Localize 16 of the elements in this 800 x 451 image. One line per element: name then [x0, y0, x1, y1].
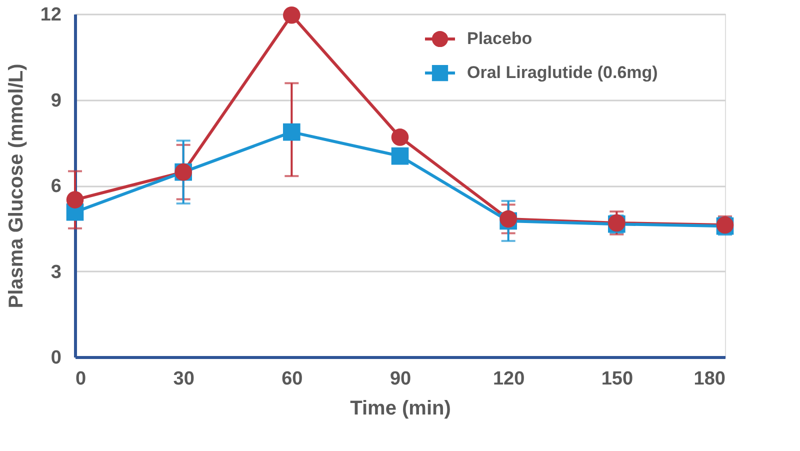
legend-label: Oral Liraglutide (0.6mg): [467, 63, 658, 82]
x-tick-label: 30: [173, 368, 194, 390]
x-tick-label: 150: [601, 368, 634, 390]
x-tick-label: 90: [390, 368, 412, 390]
x-tick-label: 0: [76, 368, 86, 390]
x-tick-label: 120: [492, 368, 525, 390]
y-tick-label: 6: [50, 176, 62, 197]
y-tick-label: 3: [50, 262, 62, 283]
y-tick-label: 0: [50, 348, 62, 368]
x-tick-label: 180: [694, 368, 726, 390]
x-axis-title: Time (min): [350, 398, 451, 420]
legend-label: Placebo: [467, 29, 532, 48]
y-tick-label: 12: [40, 4, 62, 26]
y-axis-title: Plasma Glucose (mmol/L): [5, 64, 28, 308]
x-tick-label: 60: [282, 368, 303, 390]
y-tick-label: 9: [50, 90, 62, 112]
